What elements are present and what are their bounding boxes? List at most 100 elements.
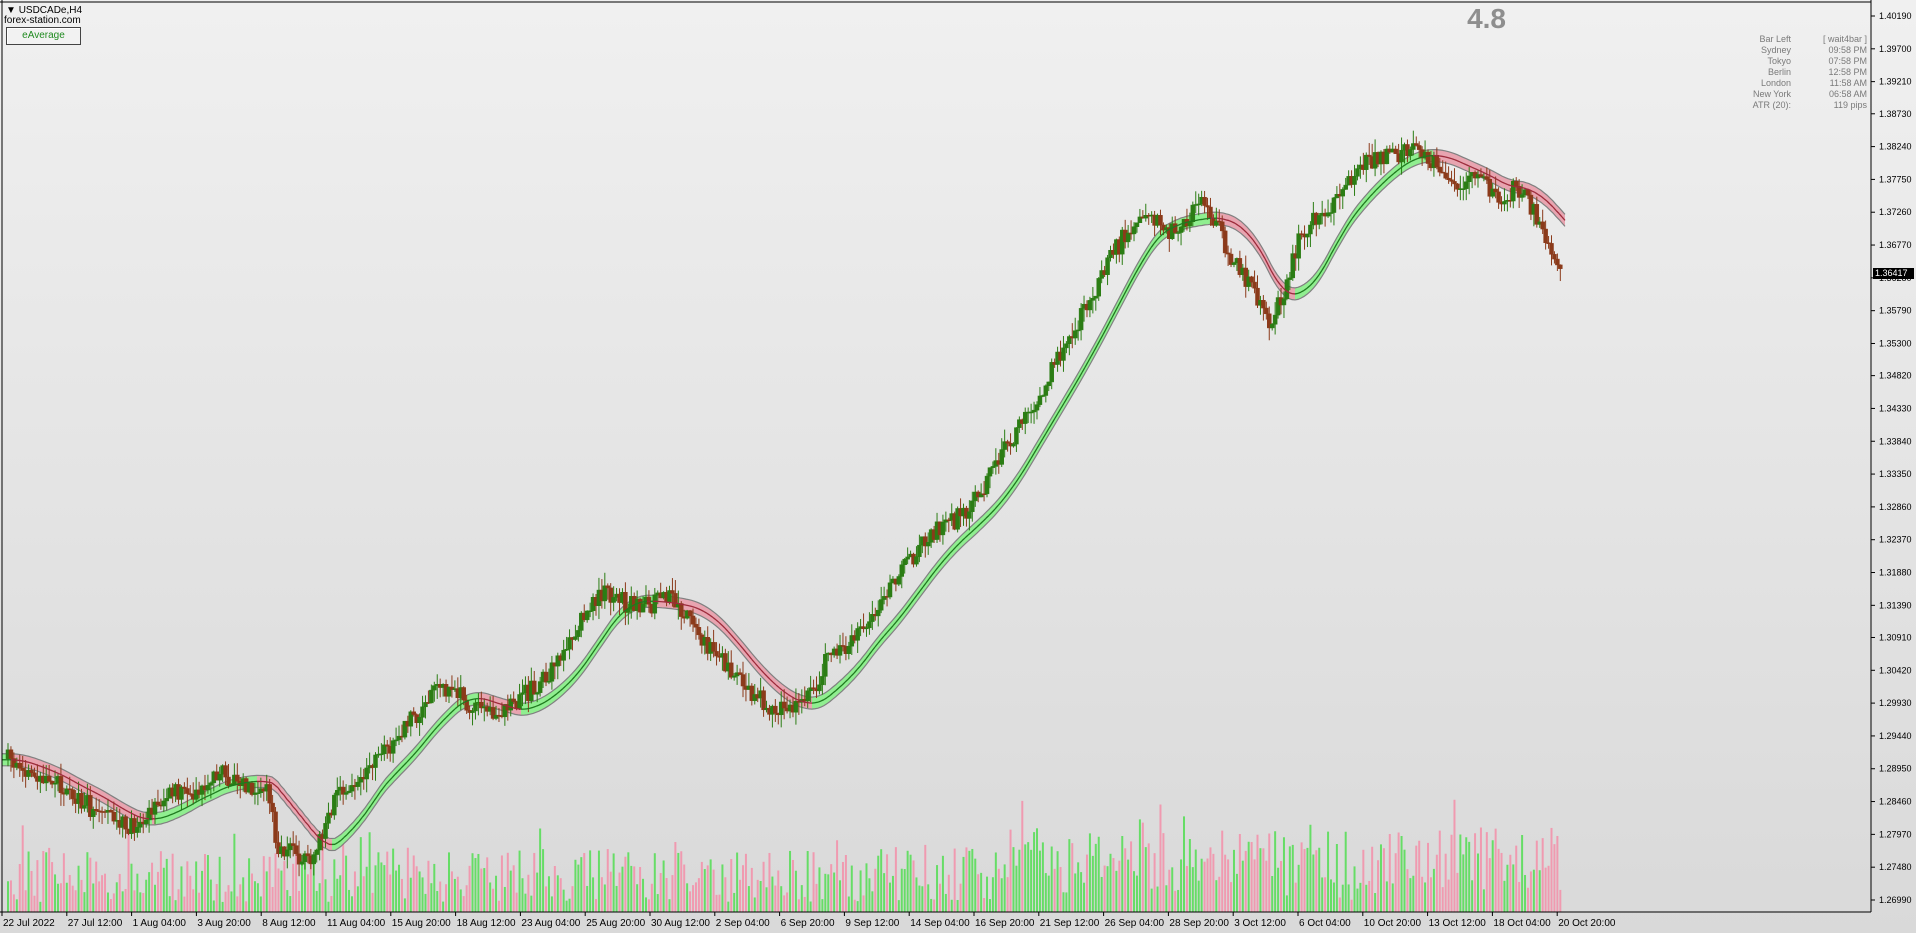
info-row-value: 119 pips bbox=[1833, 100, 1867, 110]
average-line-segment bbox=[922, 582, 927, 588]
candle-body bbox=[155, 801, 161, 806]
average-line-segment bbox=[553, 693, 558, 697]
average-line-segment bbox=[421, 741, 426, 746]
average-line-segment bbox=[970, 529, 975, 534]
average-line-segment bbox=[376, 791, 381, 798]
candle-body bbox=[1214, 220, 1219, 226]
candle-body bbox=[111, 811, 117, 822]
average-line-segment bbox=[160, 816, 165, 819]
average-line-segment bbox=[1522, 187, 1527, 190]
x-tick-label: 1 Aug 04:00 bbox=[133, 918, 187, 929]
candle-body bbox=[1343, 184, 1348, 190]
candle-body bbox=[1196, 203, 1201, 206]
candle-body bbox=[382, 744, 387, 755]
candle-body bbox=[208, 782, 214, 786]
average-line-segment bbox=[205, 794, 210, 798]
average-line-segment bbox=[1336, 237, 1341, 244]
average-line-segment bbox=[1051, 417, 1056, 424]
candle-body bbox=[1228, 253, 1234, 265]
candle-body bbox=[1519, 194, 1525, 198]
candle-body bbox=[1558, 264, 1563, 269]
y-tick-label: 1.31880 bbox=[1879, 568, 1912, 578]
candle-body bbox=[317, 834, 322, 851]
average-line-segment bbox=[1096, 339, 1101, 347]
candle-body bbox=[846, 645, 852, 654]
eaverage-button[interactable]: eAverage bbox=[6, 27, 81, 45]
average-line-segment bbox=[133, 814, 138, 817]
candle-body bbox=[1446, 177, 1451, 181]
average-line-segment bbox=[1396, 167, 1401, 172]
average-line-segment bbox=[616, 615, 621, 620]
candle-body bbox=[917, 544, 922, 557]
candle-body bbox=[623, 592, 628, 613]
average-line-segment bbox=[502, 704, 507, 707]
average-line-segment bbox=[565, 682, 570, 687]
average-line-segment bbox=[718, 621, 723, 626]
average-line-segment bbox=[1045, 427, 1050, 434]
average-line-segment bbox=[1393, 170, 1398, 174]
average-line-segment bbox=[1306, 285, 1311, 289]
average-line-segment bbox=[388, 777, 393, 782]
average-line-segment bbox=[964, 534, 969, 539]
candle-body bbox=[981, 493, 987, 495]
average-line-segment bbox=[676, 602, 681, 605]
average-line-segment bbox=[181, 807, 186, 811]
candle-body bbox=[70, 789, 75, 800]
average-line-segment bbox=[484, 698, 489, 701]
average-line-segment bbox=[1057, 407, 1062, 414]
average-line-segment bbox=[1180, 222, 1185, 225]
candle-body bbox=[955, 508, 960, 530]
y-axis: 1.40190 1.39700 1.39210 1.38730 1.38240 1.377… bbox=[1871, 11, 1912, 905]
average-line-segment bbox=[838, 684, 843, 689]
candle-body bbox=[561, 649, 566, 661]
average-line-segment bbox=[1027, 458, 1032, 464]
candle-body bbox=[673, 593, 678, 608]
candle-body bbox=[179, 786, 184, 800]
average-line-segment bbox=[217, 789, 222, 792]
candle-body bbox=[1331, 197, 1337, 213]
average-line-segment bbox=[1162, 230, 1167, 235]
candle-body bbox=[123, 816, 128, 830]
average-line-segment bbox=[235, 783, 240, 786]
candle-body bbox=[299, 861, 305, 865]
average-line-segment bbox=[184, 806, 189, 809]
average-line-segment bbox=[130, 812, 135, 816]
average-line-segment bbox=[1228, 219, 1233, 223]
average-line-segment bbox=[1237, 224, 1242, 228]
candle-body bbox=[29, 769, 34, 773]
average-line-segment bbox=[1399, 165, 1404, 170]
average-line-segment bbox=[1441, 155, 1446, 158]
candle-body bbox=[287, 843, 293, 851]
average-line-segment bbox=[1366, 196, 1371, 201]
candle-body bbox=[508, 698, 513, 711]
average-line-segment bbox=[850, 672, 855, 677]
candle-body bbox=[1075, 329, 1081, 332]
candle-body bbox=[864, 627, 869, 630]
average-line-segment bbox=[82, 785, 87, 789]
average-line-segment bbox=[505, 705, 510, 708]
average-line-segment bbox=[844, 678, 849, 683]
candle-body bbox=[534, 692, 540, 695]
candle-body bbox=[693, 623, 699, 628]
candle-body bbox=[1352, 176, 1357, 185]
candle-body bbox=[26, 769, 31, 777]
average-line-segment bbox=[451, 708, 456, 713]
average-line-segment bbox=[931, 570, 936, 576]
x-tick-label: 3 Oct 12:00 bbox=[1234, 918, 1286, 929]
average-line-segment bbox=[1231, 221, 1236, 224]
average-line-segment bbox=[1249, 235, 1254, 241]
average-line-segment bbox=[1171, 225, 1176, 229]
candle-body bbox=[429, 689, 434, 704]
candle-body bbox=[925, 542, 931, 547]
info-panel: Bar Left [ wait4bar ] Sydney 09:58 PM Tokyo 0… bbox=[1732, 34, 1867, 111]
average-line-segment bbox=[1114, 305, 1119, 313]
dropdown-triangle-icon[interactable]: ▼ bbox=[6, 5, 16, 16]
candle-body bbox=[1143, 215, 1149, 219]
candle-body bbox=[420, 706, 425, 718]
average-line-segment bbox=[1261, 253, 1266, 259]
average-line-segment bbox=[550, 695, 555, 699]
average-line-segment bbox=[583, 660, 588, 666]
average-line-segment bbox=[601, 634, 606, 640]
candle-body bbox=[423, 702, 428, 708]
